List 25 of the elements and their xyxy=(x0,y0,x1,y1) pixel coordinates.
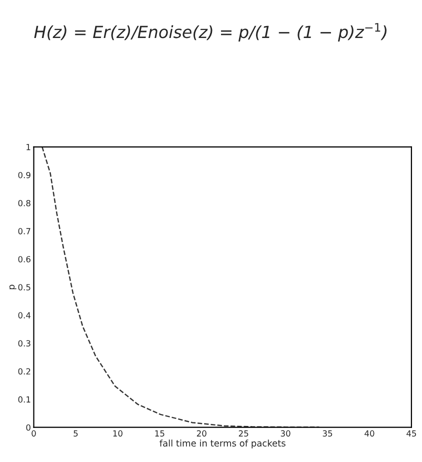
y-tick-label: 0.9 xyxy=(18,172,30,178)
line-series xyxy=(42,146,320,428)
x-tick-label: 0 xyxy=(32,430,36,437)
y-tick-label: 1 xyxy=(26,144,30,150)
x-tick-label: 45 xyxy=(406,430,416,437)
chart-title: H(z) = Er(z)/Enoise(z) = p/(1 − (1 − p)z$^{−1}$) xyxy=(34,23,386,42)
x-tick-label: 5 xyxy=(74,430,78,437)
y-tick-label: 0.2 xyxy=(18,368,30,375)
y-tick-label: 0 xyxy=(26,424,30,431)
y-axis-title: p xyxy=(9,284,16,290)
x-axis-title: fall time in terms of packets xyxy=(160,440,286,448)
y-tick-label: 0.6 xyxy=(18,256,30,262)
y-tick-label: 0.8 xyxy=(18,200,30,206)
x-tick-label: 35 xyxy=(322,430,332,437)
x-tick-label: 40 xyxy=(364,430,374,437)
y-tick-label: 0.1 xyxy=(18,396,30,403)
x-tick-label: 10 xyxy=(113,430,122,437)
x-tick-label: 15 xyxy=(155,430,164,437)
x-tick-label: 25 xyxy=(238,430,248,437)
y-tick-label: 0.7 xyxy=(18,228,30,234)
y-tick-label: 0.4 xyxy=(18,312,31,318)
x-tick-label: 30 xyxy=(280,430,290,437)
y-tick-label: 0.3 xyxy=(18,340,30,347)
x-tick-label: 20 xyxy=(196,430,206,437)
y-tick-label: 0.5 xyxy=(18,284,30,290)
